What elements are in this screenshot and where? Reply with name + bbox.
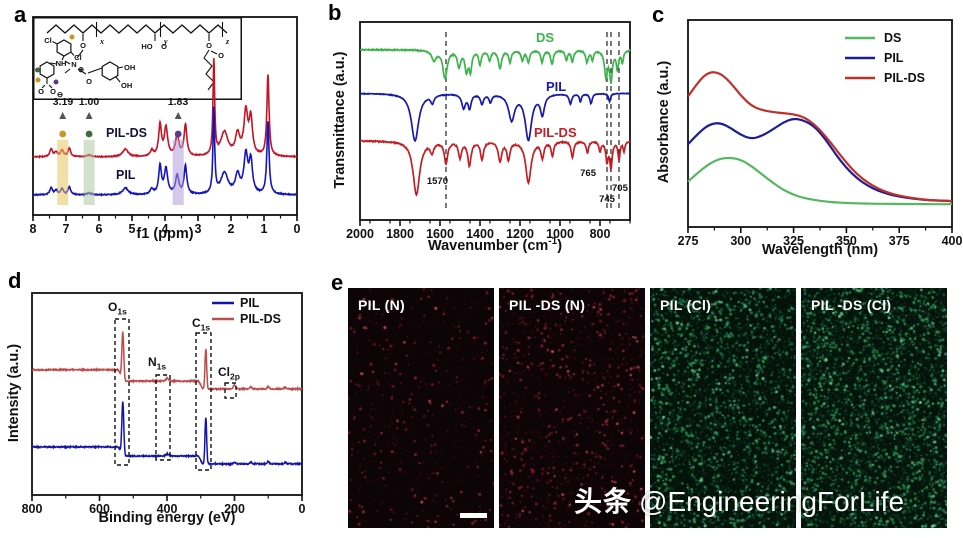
svg-text:0: 0 <box>299 502 306 516</box>
hydroxyl-2: OH <box>121 81 132 90</box>
series-label-ds: DS <box>536 30 555 45</box>
svg-text:0: 0 <box>294 222 301 236</box>
micrograph-pil-ds-n-image <box>499 288 645 528</box>
ketone-o: O <box>86 77 92 86</box>
micrograph-pil-cl-image <box>650 288 796 528</box>
micrograph-pil-cl: PIL (Cl) <box>650 288 796 528</box>
ester-o-x: O <box>80 41 86 50</box>
dichlorophenyl-ring <box>56 39 72 57</box>
marker-dot-purple <box>53 79 59 85</box>
band-label-705: 705 <box>612 183 628 194</box>
phenyl-ring <box>39 61 55 79</box>
legend-label-ds: DS <box>884 31 902 45</box>
legend-label-pil-ds: PIL-DS <box>884 71 925 85</box>
axis-label-transmittance: Transmittance (a.u.) <box>332 51 348 189</box>
micrograph-pil-ds-cl: PIL -DS (Cl) <box>801 288 947 528</box>
micrograph-pil-n-image <box>348 288 494 528</box>
integration-value-2: 1.00 <box>78 96 100 108</box>
repeat-unit-x: x <box>99 37 104 46</box>
chlorine-label-1: Cl <box>44 36 52 45</box>
carboxylate-o1: O <box>38 87 44 96</box>
axis-label-wavelength: Wavelength (nm) <box>761 242 879 258</box>
acid-ho: HO <box>141 42 152 51</box>
xps-region-cl2p: Cl2p <box>218 365 240 382</box>
band-label-745: 745 <box>599 194 615 205</box>
butyl-chain <box>203 49 215 91</box>
series-label-pil: PIL <box>546 79 567 94</box>
carboxylate-o2: O <box>50 87 56 96</box>
micrograph-label: PIL -DS (N) <box>509 297 586 313</box>
axis-label-absorbance: Absorbance (a.u.) <box>656 60 672 184</box>
trace-label-pil-ds: PIL-DS <box>106 126 147 140</box>
marker-dot-yellow-2 <box>35 77 41 83</box>
watermark: 头条 @EngineeringForLife <box>574 480 904 520</box>
svg-text:800: 800 <box>22 502 43 516</box>
ester-o-z: O <box>206 41 212 50</box>
marker-dot-yellow-1 <box>69 34 75 40</box>
axis-label-f1-ppm: f1 (ppm) <box>136 226 194 242</box>
band-label-1570: 1570 <box>426 176 448 187</box>
xps-region-c1s: C1s <box>192 316 211 333</box>
panel-letter-c: c <box>652 2 665 27</box>
legend-label-pil: PIL <box>884 51 904 65</box>
panel-letter-b: b <box>328 0 342 25</box>
chemical-structure-inset: x y z Cl Cl NH O O ⊖ O N ⊕ O OH OH HO O … <box>33 17 242 100</box>
xps-legend-pil-ds: PIL-DS <box>240 312 281 326</box>
micrograph-pil-ds-cl-image <box>801 288 947 528</box>
polymer-backbone <box>46 24 228 34</box>
micrograph-label: PIL -DS (Cl) <box>811 297 892 313</box>
watermark-handle: @EngineeringForLife <box>639 486 905 517</box>
repeat-unit-z: z <box>225 37 230 46</box>
catechol-ring <box>101 61 119 81</box>
band-label-765: 765 <box>580 168 596 179</box>
axis-label-binding-energy: Binding energy (eV) <box>98 510 236 526</box>
micrograph-pil-n: PIL (N) <box>348 288 494 528</box>
series-label-pil-ds: PIL-DS <box>534 125 577 140</box>
micrograph-pil-ds-n: PIL -DS (N) <box>499 288 645 528</box>
axis-label-wavenumber: Wavenumber (cm-1) <box>427 236 563 254</box>
ester-o-z2: O <box>218 51 224 60</box>
acid-o: O <box>161 42 167 51</box>
svg-text:8: 8 <box>30 222 37 236</box>
marker-dot-green <box>35 67 40 73</box>
integration-value-3: 1.83 <box>167 96 189 108</box>
svg-text:275: 275 <box>678 234 699 248</box>
xps-region-n1s: N1s <box>148 355 167 372</box>
scale-bar <box>460 513 487 518</box>
svg-text:400: 400 <box>942 234 963 248</box>
axis-label-intensity: Intensity (a.u.) <box>6 343 22 443</box>
micrograph-label: PIL (N) <box>358 297 405 313</box>
xps-region-o1s: O1s <box>108 300 127 317</box>
panel-letter-d: d <box>8 268 22 293</box>
integration-value-1: 3.19 <box>52 96 74 108</box>
watermark-logo: 头条 <box>574 486 633 517</box>
hydroxyl-1: OH <box>124 63 135 72</box>
trace-label-pil: PIL <box>116 168 136 182</box>
quaternary-n: N <box>71 60 76 69</box>
svg-text:2000: 2000 <box>346 227 374 241</box>
panel-letter-a: a <box>14 2 27 27</box>
micrograph-label: PIL (Cl) <box>660 297 712 313</box>
amine-label: NH <box>56 59 67 68</box>
xps-legend-pil: PIL <box>240 296 260 310</box>
panel-letter-e: e <box>331 270 344 295</box>
